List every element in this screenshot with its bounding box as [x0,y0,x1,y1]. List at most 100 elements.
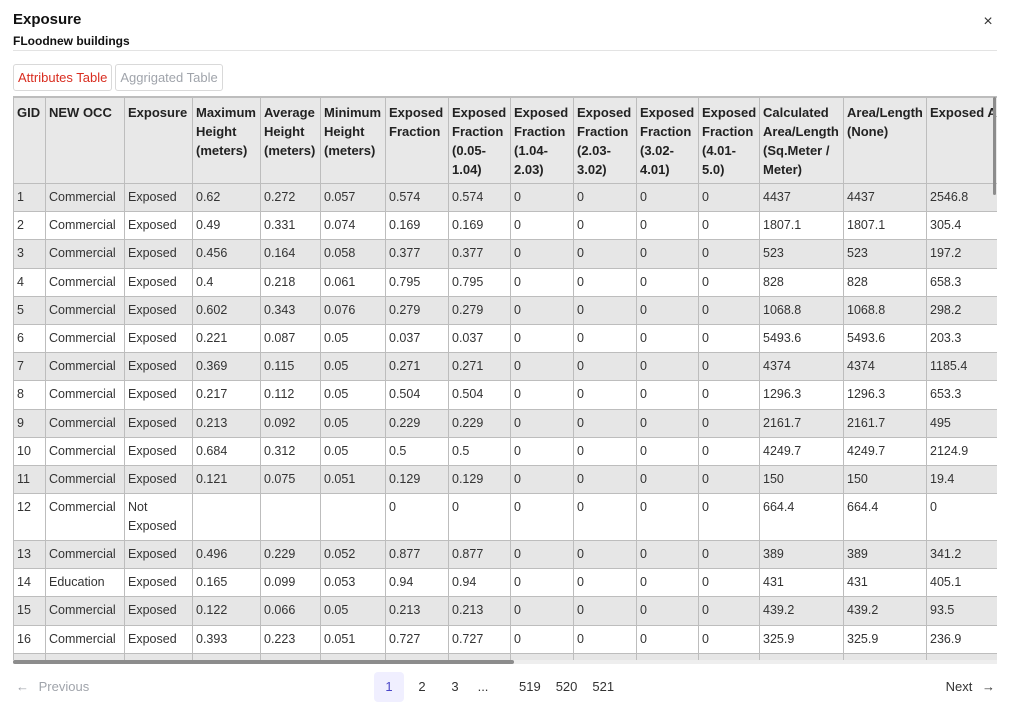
column-header: GID [13,97,46,184]
table-cell: 0.075 [260,464,321,495]
table-cell: 0.169 [385,211,449,241]
table-cell: 0 [573,493,637,542]
table-cell: 0 [636,408,699,438]
table-cell: 431 [759,568,844,598]
page-button-519[interactable]: 519 [519,679,541,694]
table-row[interactable]: 1 Commercial Exposed 0.62 0.272 0.057 0.574 0.5… [13,182,997,213]
table-cell: Not Exposed [124,493,193,542]
page-button-520[interactable]: 520 [555,679,578,694]
table-cell: 0.223 [260,624,321,654]
previous-page-button[interactable]: ← Previous [16,679,89,694]
table-cell: 1807.1 [843,211,927,241]
page-button-3[interactable]: 3 [451,679,459,694]
table-cell: 0 [926,493,997,542]
table-cell: 0.05 [320,408,386,438]
table-cell: 0.602 [192,295,261,325]
table-cell: 0 [510,239,574,269]
table-cell: Commercial [45,380,125,410]
tab-attributes-table[interactable]: Attributes Table [13,64,113,91]
vertical-scrollbar-thumb[interactable] [993,97,996,195]
table-row[interactable]: 5 Commercial Exposed 0.602 0.343 0.076 0.279 0.… [13,295,997,325]
table-row[interactable]: 4 Commercial Exposed 0.4 0.218 0.061 0.795 0.79… [13,267,997,297]
table-cell [13,652,46,660]
table-cell: 0.456 [192,239,261,269]
table-row[interactable]: 13 Commercial Exposed 0.496 0.229 0.052 0.877 0… [13,540,997,570]
table-cell: 0 [510,493,574,542]
table-row[interactable]: 6 Commercial Exposed 0.221 0.087 0.05 0.037 0.0… [13,323,997,354]
table-cell: 0 [510,408,574,438]
table-cell: 0.066 [260,596,321,626]
page-button-521[interactable]: 521 [592,679,615,694]
next-label: Next [945,679,973,694]
table-cell: Commercial [45,182,125,213]
table-row[interactable]: 7 Commercial Exposed 0.369 0.115 0.05 0.271 0.2… [13,352,997,382]
next-page-button[interactable]: Next → [946,679,995,694]
table-row[interactable]: 11 Commercial Exposed 0.121 0.075 0.051 0.129 0… [13,464,997,495]
table-row[interactable]: 16 Commercial Exposed 0.393 0.223 0.051 0.727 0… [13,624,997,654]
table-cell: 0.377 [385,239,449,269]
table-cell: 0 [448,493,511,542]
table-row[interactable]: 12 Commercial Not Exposed 0 0 0 0 0 0 664.4 664.4 0 [13,493,997,542]
table-row[interactable] [13,652,997,660]
table-row[interactable]: 15 Commercial Exposed 0.122 0.066 0.05 0.213 0.… [13,596,997,626]
table-cell: 0.684 [192,436,261,466]
table-cell: 0.074 [320,211,386,241]
table-cell: 3 [13,239,46,269]
table-cell: 0.312 [260,436,321,466]
table-cell: 305.4 [926,211,997,241]
dialog-subtitle: FLoodnew buildings [13,34,130,48]
dialog-header: Exposure FLoodnew buildings [13,10,130,49]
table-cell: 0 [698,464,760,495]
table-cell: 0 [510,352,574,382]
table-row[interactable]: 2 Commercial Exposed 0.49 0.331 0.074 0.169 0.1… [13,211,997,241]
table-cell: 0 [636,464,699,495]
table-cell: 0.221 [192,323,261,354]
table-row[interactable]: 14 Education Exposed 0.165 0.099 0.053 0.94 0.9… [13,568,997,598]
table-cell: 0 [636,267,699,297]
table-cell: 14 [13,568,46,598]
page-button-1[interactable]: 1 [374,672,404,702]
table-cell: 0 [698,540,760,570]
table-cell: 0.5 [385,436,449,466]
table-cell: 1296.3 [759,380,844,410]
table-cell: 0 [510,464,574,495]
arrow-right-icon: → [982,679,995,694]
column-header: Exposed Fraction [385,97,449,184]
table-cell: 4374 [843,352,927,382]
table-cell: 7 [13,352,46,382]
table-cell: 0 [636,436,699,466]
table-cell: Commercial [45,323,125,354]
tab-aggrigated-table[interactable]: Aggrigated Table [115,64,223,91]
table-cell: 0 [698,323,760,354]
table-cell: 0 [636,596,699,626]
table-cell: 0.877 [448,540,511,570]
attributes-table-viewport[interactable]: GID NEW OCC Exposure Maximum Height (meters… [13,96,997,660]
column-header: Average Height (meters) [260,97,321,184]
horizontal-scrollbar-thumb[interactable] [13,660,514,664]
table-cell: 0.115 [260,352,321,382]
table-cell: 0 [636,323,699,354]
table-row[interactable]: 9 Commercial Exposed 0.213 0.092 0.05 0.229 0.2… [13,408,997,438]
table-cell: 0 [636,211,699,241]
table-cell: 1185.4 [926,352,997,382]
table-row[interactable]: 8 Commercial Exposed 0.217 0.112 0.05 0.504 0.5… [13,380,997,410]
column-header: Exposed Fraction (3.02-4.01) [636,97,699,184]
column-header: Exposed Fraction (2.03-3.02) [573,97,637,184]
table-cell: 0.229 [385,408,449,438]
table-cell: 0 [573,239,637,269]
table-cell: 0 [636,182,699,213]
table-row[interactable]: 3 Commercial Exposed 0.456 0.164 0.058 0.377 0.… [13,239,997,269]
table-cell: 664.4 [759,493,844,542]
table-cell: 0.271 [448,352,511,382]
page-button-2[interactable]: 2 [418,679,426,694]
table-cell: 658.3 [926,267,997,297]
table-cell: 0 [573,436,637,466]
table-cell: 0.795 [448,267,511,297]
close-icon[interactable]: × [983,13,993,30]
table-row[interactable]: 10 Commercial Exposed 0.684 0.312 0.05 0.5 0.5 0… [13,436,997,466]
arrow-left-icon: ← [16,679,29,694]
header-divider [13,50,997,51]
table-cell: 0.574 [385,182,449,213]
table-cell: 664.4 [843,493,927,542]
table-cell [45,652,125,660]
